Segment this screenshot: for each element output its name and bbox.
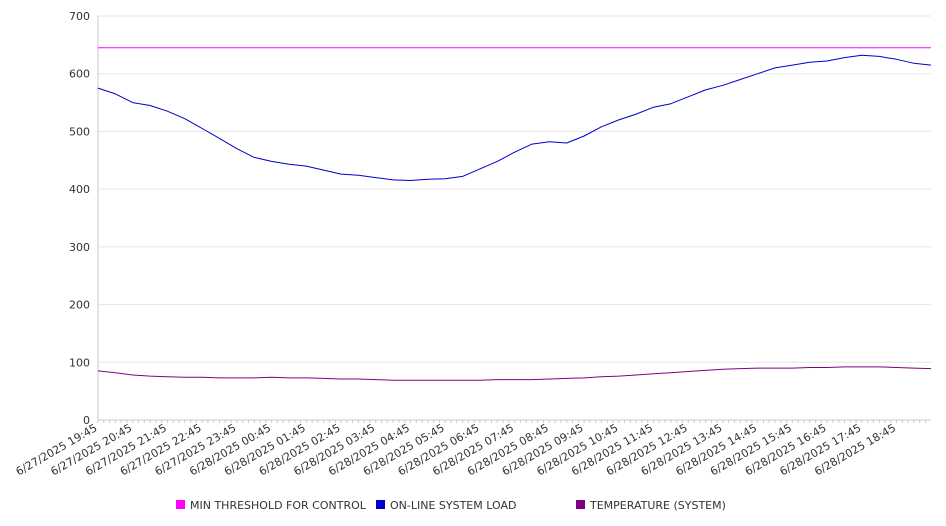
legend-label: MIN THRESHOLD FOR CONTROL <box>190 499 367 512</box>
y-tick-label: 100 <box>69 356 90 369</box>
y-tick-label: 600 <box>69 68 90 81</box>
y-axis: 0 100 200 300 400 500 600 700 <box>69 10 99 427</box>
legend-swatch <box>576 500 585 509</box>
series-line-1 <box>97 54 932 181</box>
y-tick-label: 0 <box>83 414 90 427</box>
y-tick-label: 300 <box>69 241 90 254</box>
legend: MIN THRESHOLD FOR CONTROL ON-LINE SYSTEM … <box>176 499 726 512</box>
series-lines <box>97 47 932 381</box>
legend-swatch <box>376 500 385 509</box>
legend-label: TEMPERATURE (SYSTEM) <box>589 499 726 512</box>
series-line-2 <box>97 366 932 381</box>
grid <box>98 15 931 421</box>
y-tick-label: 200 <box>69 299 90 312</box>
y-tick-label: 500 <box>69 125 90 138</box>
y-tick-label: 400 <box>69 183 90 196</box>
legend-label: ON-LINE SYSTEM LOAD <box>390 499 516 512</box>
y-tick-label: 700 <box>69 10 90 23</box>
legend-swatch <box>176 500 185 509</box>
x-axis: 6/27/2025 19:456/27/2025 20:456/27/2025 … <box>14 419 931 478</box>
